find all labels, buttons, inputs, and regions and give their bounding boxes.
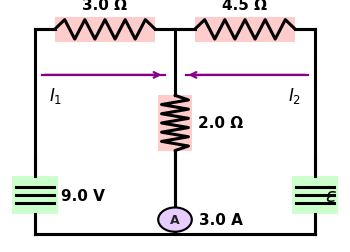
Text: $I_2$: $I_2$	[288, 86, 301, 106]
Bar	[158, 96, 192, 151]
Text: 4.5 Ω: 4.5 Ω	[223, 0, 267, 13]
Text: ε: ε	[326, 186, 336, 205]
Bar	[292, 176, 338, 214]
Text: 2.0 Ω: 2.0 Ω	[198, 116, 243, 131]
Text: 3.0 A: 3.0 A	[199, 212, 243, 227]
Bar	[12, 176, 58, 214]
Bar	[55, 18, 155, 42]
Text: A: A	[170, 213, 180, 226]
Text: $I_1$: $I_1$	[49, 86, 62, 106]
Circle shape	[158, 208, 192, 232]
Bar	[195, 18, 295, 42]
Text: 9.0 V: 9.0 V	[61, 188, 105, 203]
Text: 3.0 Ω: 3.0 Ω	[83, 0, 127, 13]
